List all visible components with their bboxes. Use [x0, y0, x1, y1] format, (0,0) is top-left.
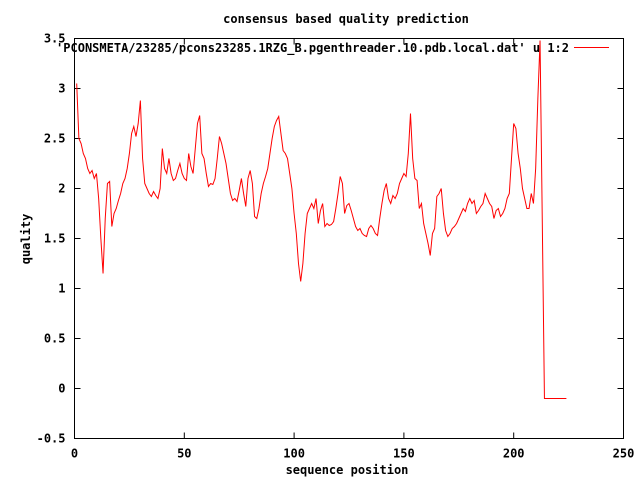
y-tick-label: 3.5 [44, 32, 66, 46]
y-tick-label: 2 [58, 182, 65, 196]
y-axis-label: quality [19, 214, 33, 265]
y-tick-label: 1.5 [44, 232, 66, 246]
legend-label: 'PCONSMETA/23285/pcons23285.1RZG_B.pgent… [56, 41, 569, 56]
x-tick-label: 150 [393, 447, 415, 461]
y-tick-label: 3 [58, 82, 65, 96]
x-tick-label: 250 [613, 447, 635, 461]
chart-title: consensus based quality prediction [223, 12, 469, 26]
y-tick-label: 1 [58, 282, 65, 296]
quality-series-line [76, 40, 567, 399]
y-axis-ticks: -0.5 0 0.5 1 1.5 2 2.5 3 3.5 [37, 32, 624, 446]
y-tick-label: 0 [58, 382, 65, 396]
x-tick-label: 0 [71, 447, 78, 461]
x-tick-label: 50 [177, 447, 191, 461]
x-tick-label: 100 [283, 447, 305, 461]
x-axis-label: sequence position [286, 463, 409, 477]
x-axis-ticks: 0 50 100 150 200 250 [71, 38, 635, 461]
y-tick-label: 2.5 [44, 132, 66, 146]
y-tick-label: -0.5 [37, 432, 66, 446]
y-tick-label: 0.5 [44, 332, 66, 346]
x-tick-label: 200 [503, 447, 525, 461]
